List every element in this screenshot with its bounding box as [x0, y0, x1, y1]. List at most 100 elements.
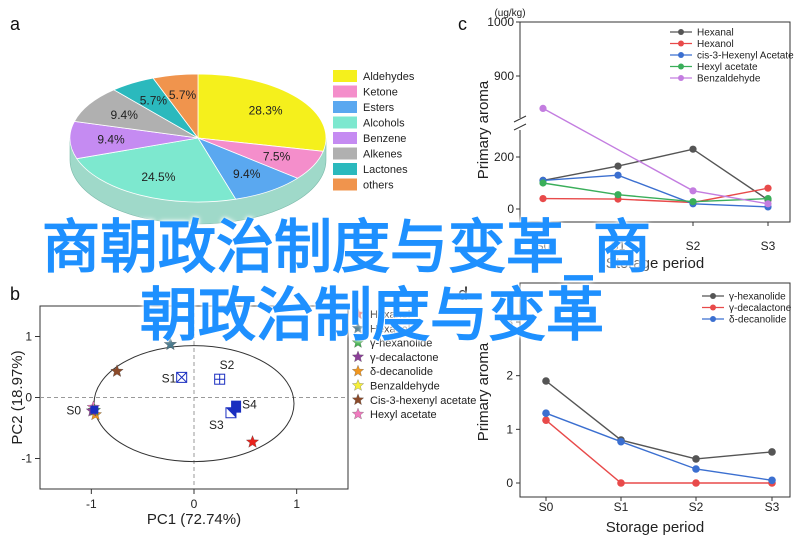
pie-value-label: 28.3%	[249, 104, 283, 118]
pie-slice-aldehydes	[197, 73, 327, 152]
pie-slice-alkenes	[73, 89, 199, 139]
pca-loading-star	[163, 337, 178, 351]
series-point	[539, 195, 547, 203]
legend-label: Hexanal	[370, 323, 410, 335]
pie-slice-others	[152, 73, 199, 140]
series-point	[542, 416, 550, 425]
x-tick-label: S1	[614, 500, 629, 514]
overlay-title-line1: 商朝政治制度与变革_商	[42, 213, 652, 281]
panel-label-c: c	[458, 14, 467, 34]
pie-value-label: 9.4%	[233, 167, 261, 181]
legend-dot	[710, 304, 716, 311]
x-tick-label: 1	[293, 497, 300, 511]
sample-marker	[176, 371, 188, 383]
legend-swatch	[333, 147, 357, 160]
overlay-title-line2: 朝政治制度与变革	[140, 281, 605, 349]
y-tick-label: 1000	[487, 15, 514, 29]
y-tick-label: -1	[21, 452, 32, 466]
sample-label: S3	[209, 418, 224, 432]
y-unit-label: (ug/kg)	[494, 8, 525, 19]
y-tick-label: 1	[506, 422, 513, 436]
pie-value-label: 5.7%	[140, 94, 168, 108]
series-point	[539, 179, 547, 187]
legend-label: Alkenes	[363, 149, 403, 161]
legend-swatch	[333, 101, 357, 113]
series-line	[542, 187, 769, 204]
x-tick-label: S3	[765, 500, 780, 514]
series-point	[614, 171, 622, 179]
pie-slice-benzene	[69, 120, 199, 160]
series-line	[542, 148, 769, 201]
y-tick-label: 0	[507, 202, 514, 216]
legend-swatch	[333, 132, 357, 144]
sample-label: S1	[162, 371, 177, 385]
y-tick-label: 3	[506, 315, 513, 329]
series-point	[764, 195, 772, 203]
y-tick-label: 900	[494, 69, 514, 83]
axis-break-mark	[513, 115, 527, 131]
pca-loading-star	[110, 364, 124, 377]
series-line	[542, 174, 769, 208]
legend-star	[351, 321, 365, 334]
axis-break-gap	[514, 118, 526, 130]
sample-marker-cross	[176, 372, 188, 383]
pie-value-label: 5.7%	[169, 88, 197, 102]
x-tick-label: S1	[611, 239, 626, 253]
series-point	[542, 409, 550, 418]
legend-star	[351, 393, 365, 406]
pie-slice-esters	[197, 137, 299, 200]
legend-label: γ-hexanolide	[729, 292, 786, 303]
legend-label: cis-3-Hexenyl Acetate	[697, 51, 794, 62]
legend-label: Benzaldehyde	[697, 74, 761, 85]
legend-label: Esters	[363, 102, 395, 114]
legend-dot	[678, 29, 684, 35]
legend-label: γ-hexanolide	[370, 338, 432, 350]
legend-swatch	[333, 163, 357, 175]
pie-value-label: 7.5%	[263, 150, 291, 164]
y-tick-label: 2	[506, 369, 513, 383]
series-point	[614, 162, 622, 170]
series-point	[614, 191, 622, 199]
legend-label: Hexanol	[370, 309, 410, 321]
series-point	[617, 437, 625, 446]
x-tick-label: S2	[689, 500, 704, 514]
legend-dot	[710, 316, 716, 322]
legend-star	[351, 336, 365, 348]
x-tick-label: S3	[761, 239, 776, 253]
y-tick-label: 0	[506, 476, 513, 490]
pie-value-label: 9.4%	[97, 132, 125, 146]
series-line	[545, 412, 773, 481]
y-axis-label: Primary aroma	[475, 342, 492, 441]
legend-label: Ketone	[363, 87, 398, 99]
x-tick-label: S0	[539, 500, 554, 514]
series-point	[689, 145, 697, 153]
legend-label: γ-decalactone	[729, 303, 792, 314]
series-point	[689, 187, 697, 195]
x-tick-label: S0	[536, 239, 551, 253]
legend-swatch	[333, 70, 357, 82]
legend-label: Hexanol	[697, 39, 734, 50]
legend-dot	[710, 293, 716, 299]
pie-value-label: 24.5%	[141, 170, 175, 184]
series-point	[764, 200, 772, 208]
legend-swatch	[333, 85, 357, 98]
legend-label: Alcohols	[363, 118, 405, 130]
series-line	[545, 419, 772, 484]
sample-marker	[231, 400, 242, 413]
legend-swatch	[333, 116, 357, 129]
legend-label: Hexyl acetate	[370, 409, 437, 421]
x-tick-label: 0	[191, 497, 198, 511]
legend-label: Hexyl acetate	[697, 62, 758, 73]
legend-dot	[678, 52, 684, 58]
y-tick-label: 1	[25, 330, 32, 344]
series-point	[689, 198, 697, 206]
x-tick-label: -1	[86, 497, 97, 511]
y-tick-label: 200	[494, 150, 514, 164]
y-axis-label: PC2 (18.97%)	[9, 350, 26, 444]
legend-label: δ-decanolide	[729, 315, 787, 326]
legend-label: others	[363, 180, 394, 192]
pie-value-label: 9.4%	[111, 108, 139, 122]
legend-label: Lactones	[363, 164, 408, 176]
series-point	[768, 476, 776, 485]
